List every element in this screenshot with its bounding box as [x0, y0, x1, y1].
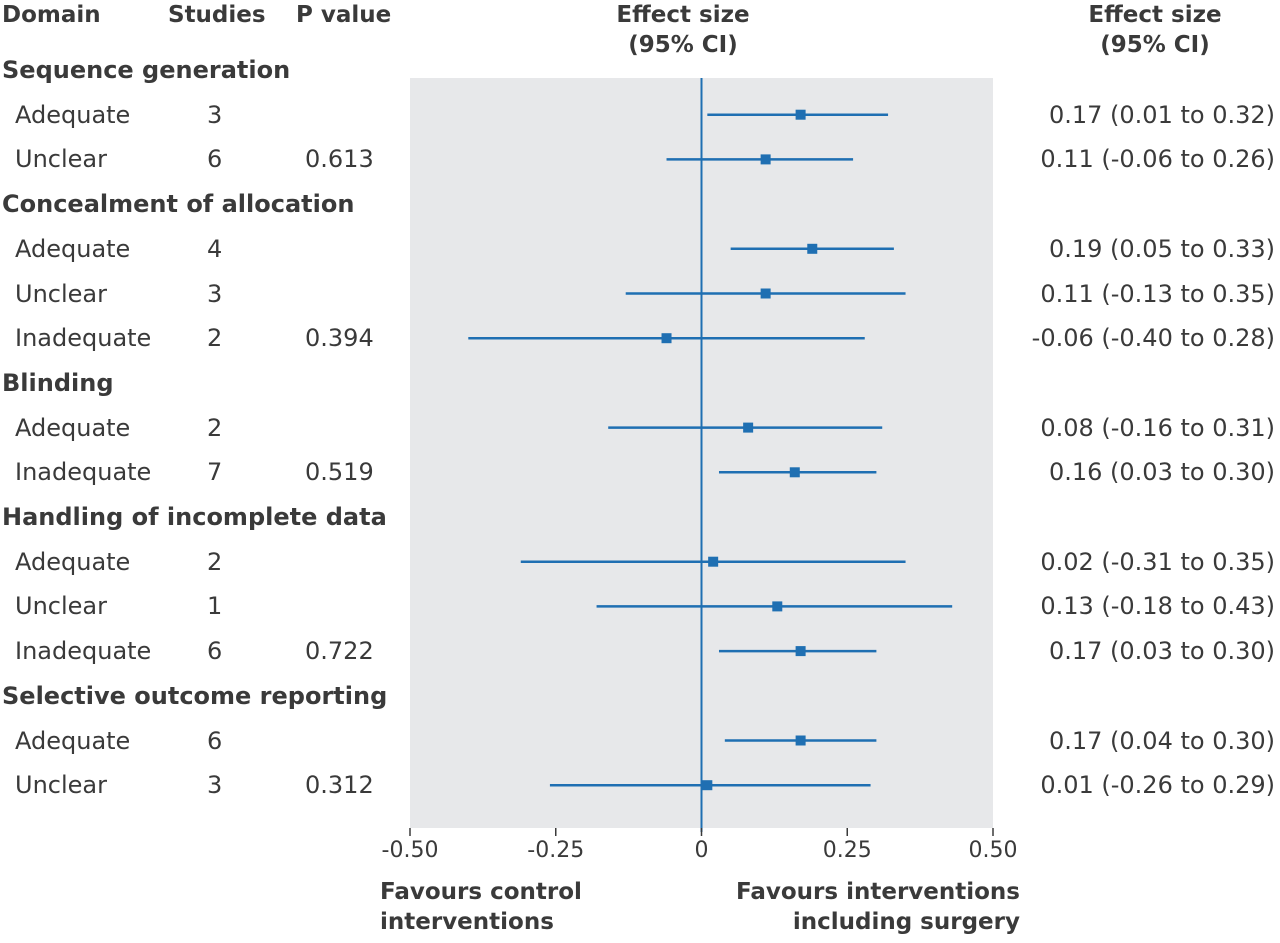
row-label: Adequate [15, 413, 131, 442]
x-tick-label: -0.50 [382, 838, 439, 863]
row-studies: 2 [207, 413, 223, 442]
row-label: Inadequate [15, 637, 152, 666]
header-studies: Studies [168, 2, 266, 28]
row-studies: 3 [207, 279, 223, 308]
point-estimate [795, 646, 806, 657]
row-ci-text: 0.11 (-0.13 to 0.35) [1040, 279, 1275, 308]
row-studies: 2 [207, 324, 223, 353]
row-label: Unclear [15, 145, 107, 174]
row-studies: 3 [207, 100, 223, 129]
point-estimate [807, 243, 818, 254]
row-label: Adequate [15, 726, 131, 755]
x-tick-label: 0 [695, 838, 709, 863]
header-effect-right-2: (95% CI) [1100, 32, 1210, 58]
row-studies: 6 [207, 726, 223, 755]
row-label: Inadequate [15, 458, 152, 487]
row-ci-text: 0.02 (-0.31 to 0.35) [1040, 547, 1275, 576]
group-heading: Blinding [2, 368, 114, 397]
row-label: Adequate [15, 234, 131, 263]
point-estimate [795, 735, 806, 746]
point-estimate [760, 154, 771, 165]
row-studies: 6 [207, 637, 223, 666]
row-ci-text: 0.17 (0.01 to 0.32) [1048, 100, 1275, 129]
row-label: Adequate [15, 547, 131, 576]
point-estimate [772, 601, 783, 612]
group-heading: Selective outcome reporting [2, 681, 388, 710]
row-studies: 4 [207, 234, 223, 263]
header-domain: Domain [2, 2, 101, 28]
row-studies: 6 [207, 145, 223, 174]
row-ci-text: 0.17 (0.04 to 0.30) [1048, 726, 1275, 755]
row-ci-text: 0.17 (0.03 to 0.30) [1048, 637, 1275, 666]
row-ci-text: 0.16 (0.03 to 0.30) [1048, 458, 1275, 487]
header-pvalue: P value [296, 2, 392, 28]
row-label: Unclear [15, 592, 107, 621]
group-heading: Sequence generation [2, 56, 291, 84]
row-pvalue: 0.394 [305, 324, 374, 353]
favours-left-line2: interventions [380, 909, 554, 935]
point-estimate [743, 422, 754, 433]
favours-right-line2: including surgery [792, 909, 1020, 935]
x-tick-label: -0.25 [527, 838, 584, 863]
row-label: Unclear [15, 771, 107, 800]
point-estimate [789, 467, 800, 478]
row-pvalue: 0.519 [305, 458, 374, 487]
row-studies: 1 [207, 592, 223, 621]
point-estimate [795, 109, 806, 120]
point-estimate [661, 333, 672, 344]
row-ci-text: -0.06 (-0.40 to 0.28) [1031, 324, 1275, 353]
favours-left-line1: Favours control [380, 879, 582, 905]
group-heading: Handling of incomplete data [2, 503, 387, 531]
header-effect-right-1: Effect size [1088, 2, 1222, 28]
favours-right-line1: Favours interventions [736, 879, 1020, 905]
row-studies: 7 [207, 458, 223, 487]
row-label: Adequate [15, 100, 131, 129]
row-pvalue: 0.722 [305, 637, 374, 666]
header-effect-mid-2: (95% CI) [628, 32, 738, 58]
row-studies: 3 [207, 771, 223, 800]
row-label: Inadequate [15, 324, 152, 353]
row-ci-text: 0.11 (-0.06 to 0.26) [1040, 145, 1275, 174]
point-estimate [708, 556, 719, 567]
row-pvalue: 0.312 [305, 771, 374, 800]
row-ci-text: 0.19 (0.05 to 0.33) [1048, 234, 1275, 263]
point-estimate [760, 288, 771, 299]
x-tick-label: 0.50 [969, 838, 1018, 863]
row-pvalue: 0.613 [305, 145, 374, 174]
header-effect-mid-1: Effect size [616, 2, 750, 28]
x-tick-label: 0.25 [823, 838, 872, 863]
row-label: Unclear [15, 279, 107, 308]
row-ci-text: 0.13 (-0.18 to 0.43) [1040, 592, 1275, 621]
point-estimate [702, 780, 713, 791]
row-ci-text: 0.01 (-0.26 to 0.29) [1040, 771, 1275, 800]
group-heading: Concealment of allocation [2, 190, 355, 219]
row-studies: 2 [207, 547, 223, 576]
row-ci-text: 0.08 (-0.16 to 0.31) [1040, 413, 1275, 442]
